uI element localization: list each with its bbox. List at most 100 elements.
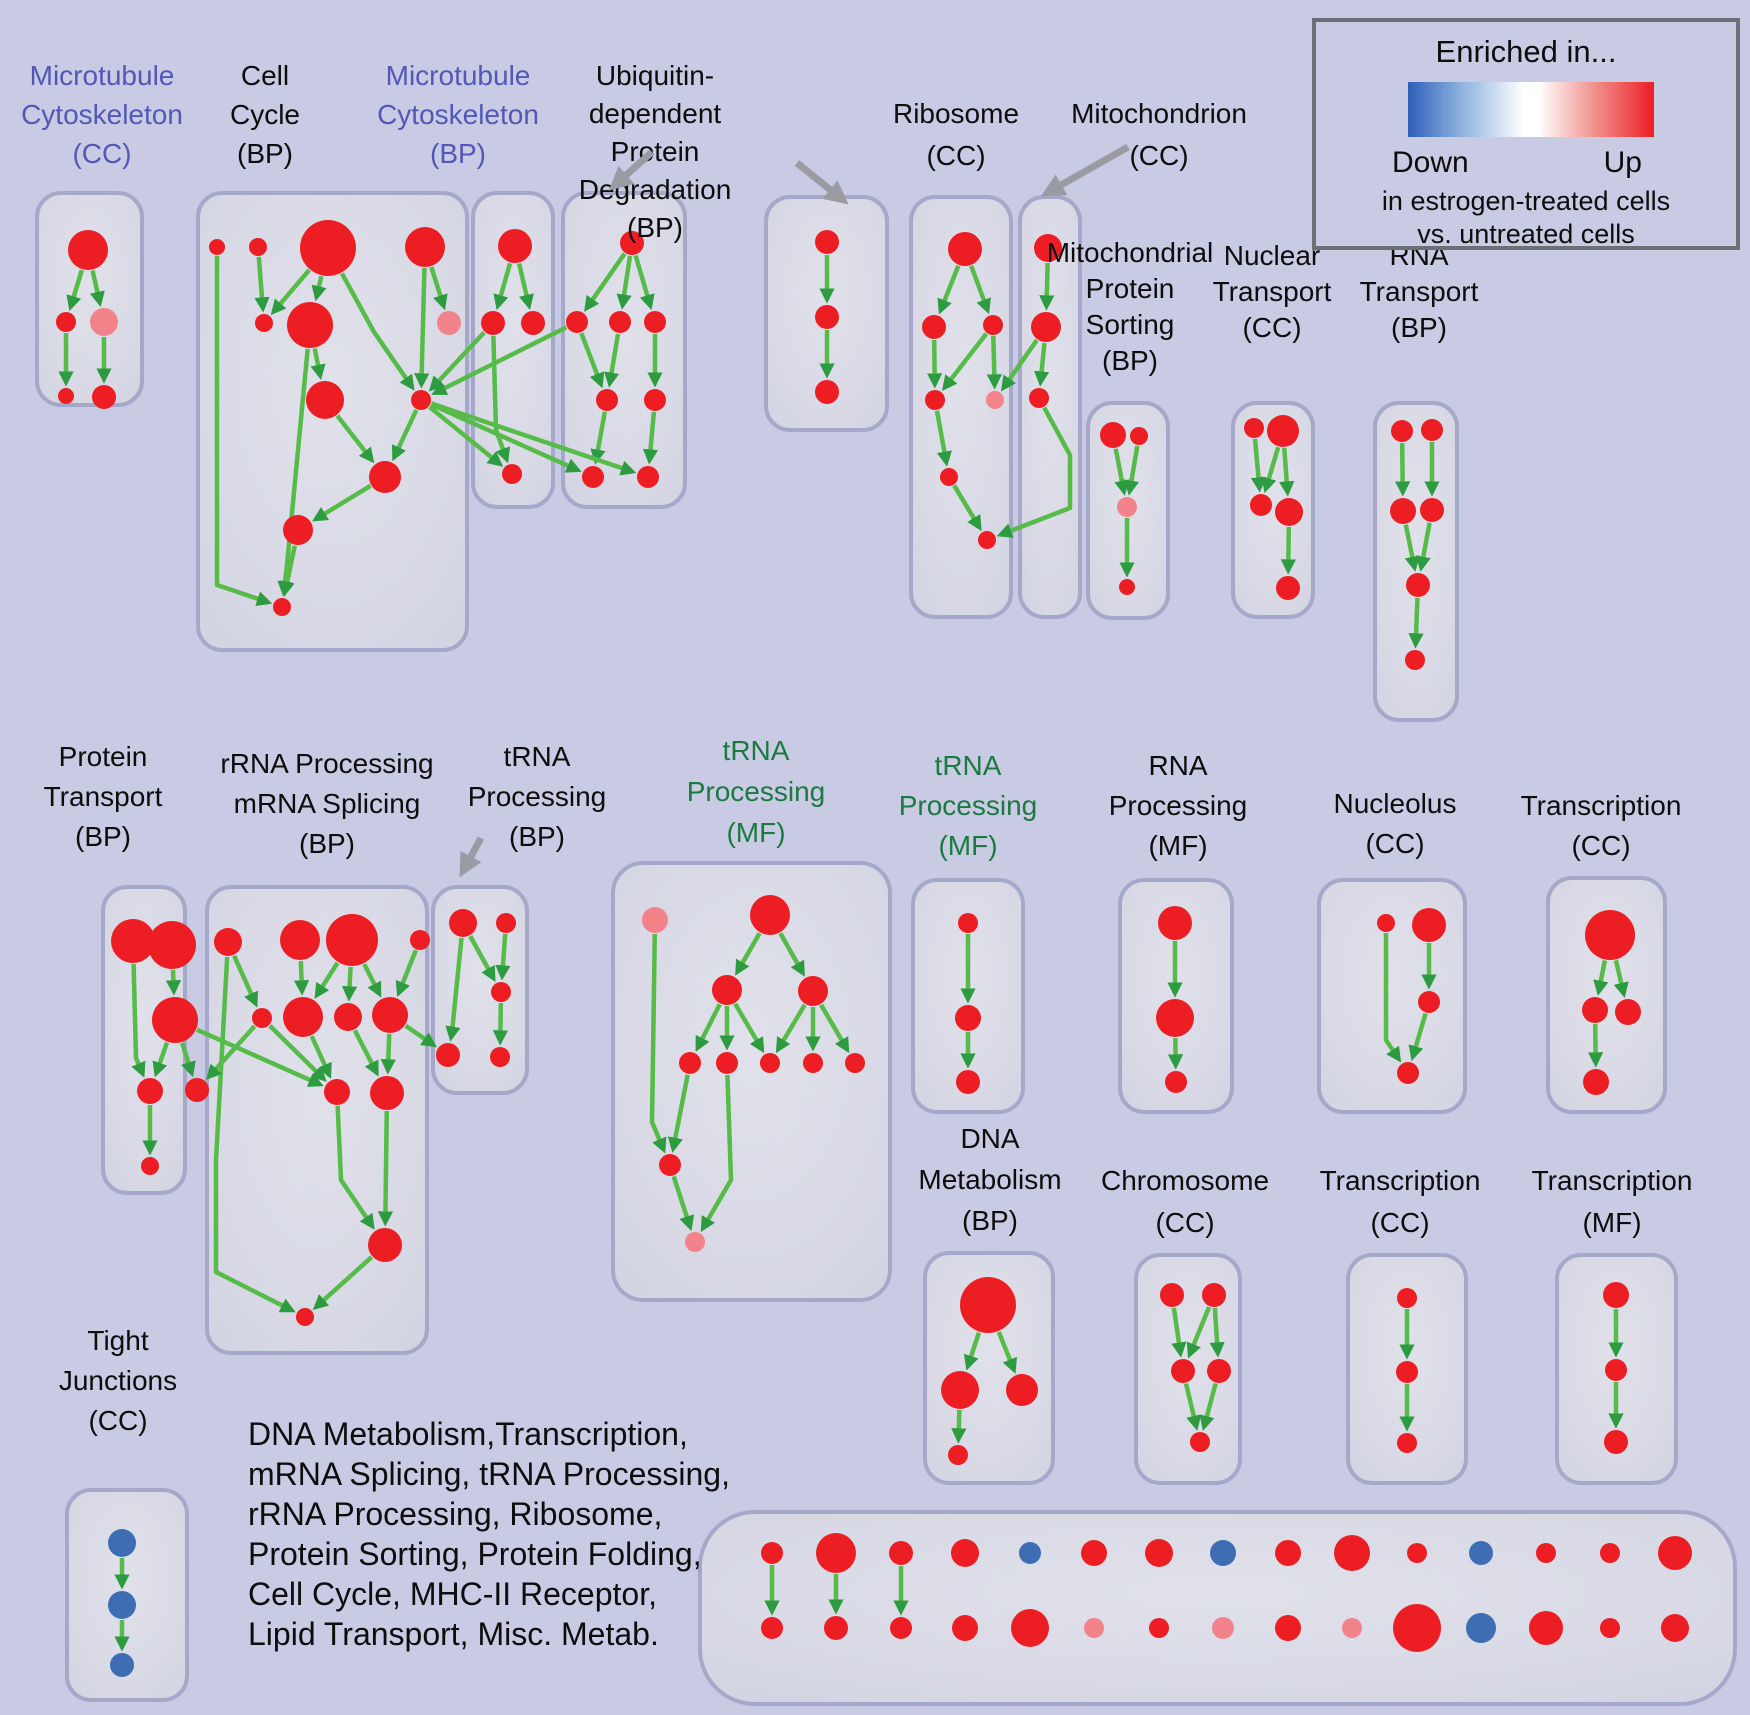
edge: [89, 270, 105, 307]
edge: [633, 254, 655, 311]
chromosome-node-1: [1202, 1283, 1226, 1307]
cell-cycle-node-7: [306, 381, 344, 419]
edge: [492, 1002, 509, 1046]
nucleolus-box: [1317, 878, 1467, 1114]
rna-transport-box: [1373, 401, 1459, 722]
edge: [671, 1175, 695, 1232]
cell-cycle-node-6: [437, 311, 461, 335]
edge: [311, 275, 327, 302]
trna-processing-bp-label: tRNA Processing (BP): [468, 741, 607, 852]
ribosome-node-6: [978, 531, 996, 549]
rna-transport-node-1: [1421, 419, 1443, 441]
transcription-mf-node-2: [1604, 1430, 1628, 1454]
edge: [941, 332, 989, 391]
microtubule-cytoskeleton-cc-node-2: [90, 308, 118, 336]
cell-cycle-node-2: [300, 220, 356, 276]
protein-transport-label: Protein Transport (BP): [44, 741, 163, 852]
miscellaneous-box: [698, 1510, 1737, 1706]
edge: [952, 484, 982, 532]
chromosome-label: Chromosome (CC): [1101, 1165, 1269, 1238]
legend: Enriched in... Down Up in estrogen-treat…: [1312, 18, 1740, 250]
edge: [1279, 447, 1295, 497]
edge: [131, 963, 146, 1078]
ribosome-node-3: [925, 390, 945, 410]
edge: [152, 1041, 170, 1078]
cell-cycle-node-11: [273, 598, 291, 616]
miscellaneous-node-2: [889, 1541, 913, 1565]
edge: [213, 956, 296, 1313]
mitochondrial-protein-sorting-node-1: [1130, 427, 1148, 445]
microtubule-cytoskeleton-bp-box: [471, 191, 555, 509]
cell-cycle-node-3: [405, 227, 445, 267]
annotation-arrow: [608, 149, 655, 191]
tight-junctions-node-0: [108, 1529, 136, 1557]
trna-processing-mf-large-node-8: [845, 1053, 865, 1073]
cell-cycle-node-0: [209, 239, 225, 255]
miscellaneous-node-0: [761, 1542, 783, 1564]
edge: [293, 960, 310, 996]
protein-transport-node-3: [137, 1078, 163, 1104]
edge: [214, 256, 273, 607]
ubiquitin-degradation-1-node-2: [609, 311, 631, 333]
mitochondrial-protein-sorting-label: Mitochondrial Protein Sorting (BP): [1047, 237, 1214, 376]
edge: [430, 402, 582, 473]
mitochondrial-protein-sorting-node-2: [1117, 497, 1137, 517]
cell-cycle-node-1: [249, 238, 267, 256]
transcription-cc-upper-node-1: [1582, 997, 1608, 1023]
cell-cycle-node-5: [287, 302, 333, 348]
rna-processing-mf-node-0: [1158, 906, 1192, 940]
category-list-text: DNA Metabolism,Transcription, mRNA Splici…: [248, 1416, 730, 1652]
protein-transport-node-2: [152, 997, 198, 1043]
trna-processing-mf-large-label: tRNA Processing (MF): [687, 735, 826, 848]
edge: [335, 1105, 375, 1230]
trna-processing-mf-large-node-10: [685, 1232, 705, 1252]
miscellaneous-node-13: [1600, 1543, 1620, 1563]
edge: [667, 1074, 690, 1153]
ubiquitin-degradation-2-node-2: [815, 380, 839, 404]
edge: [1171, 1307, 1187, 1358]
chromosome-node-3: [1207, 1359, 1231, 1383]
nuclear-transport-node-2: [1250, 494, 1272, 516]
cell-cycle-node-9: [369, 461, 401, 493]
edge: [1000, 338, 1039, 392]
edge: [341, 966, 358, 1002]
mitochondrion-label: Mitochondrion (CC): [1071, 98, 1247, 171]
ubiquitin-degradation-1-node-5: [644, 389, 666, 411]
chromosome-node-0: [1160, 1283, 1184, 1307]
edge: [312, 483, 372, 522]
microtubule-cytoskeleton-cc-node-3: [58, 388, 74, 404]
dna-metabolism-node-3: [948, 1445, 968, 1465]
ribosome-node-1: [922, 315, 946, 339]
transcription-cc-lower-label: Transcription (CC): [1320, 1165, 1481, 1238]
rna-transport-node-5: [1405, 650, 1425, 670]
nucleolus-node-1: [1412, 908, 1446, 942]
microtubule-cytoskeleton-cc-node-4: [92, 385, 116, 409]
rrna-processing-mrna-splicing-node-6: [334, 1003, 362, 1031]
edge: [493, 262, 513, 311]
miscellaneous-node-6: [1145, 1539, 1173, 1567]
rna-transport-node-3: [1420, 498, 1444, 522]
edge: [1113, 448, 1130, 496]
tight-junctions-node-1: [108, 1591, 136, 1619]
miscellaneous-node-24: [1342, 1618, 1362, 1638]
annotation-arrow: [794, 160, 849, 205]
edge: [516, 263, 534, 310]
edge: [445, 937, 464, 1042]
edge: [196, 1027, 324, 1087]
edge: [934, 410, 952, 467]
miscellaneous-node-5: [1081, 1540, 1107, 1566]
miscellaneous-node-8: [1275, 1540, 1301, 1566]
miscellaneous-node-3: [951, 1539, 979, 1567]
cell-cycle-node-10: [283, 515, 313, 545]
legend-title: Enriched in...: [1435, 34, 1617, 69]
trna-processing-bp-node-3: [436, 1043, 460, 1067]
miscellaneous-node-15: [761, 1617, 783, 1639]
rrna-processing-mrna-splicing-node-8: [324, 1079, 350, 1105]
edge: [1593, 960, 1609, 996]
annotation-arrow: [1040, 143, 1130, 197]
legend-subtitle-1: in estrogen-treated cells: [1381, 186, 1671, 216]
edge: [495, 933, 511, 981]
miscellaneous-node-25: [1393, 1604, 1441, 1652]
cell-cycle-node-4: [255, 314, 273, 332]
cell-cycle-label: Cell Cycle (BP): [230, 60, 300, 169]
